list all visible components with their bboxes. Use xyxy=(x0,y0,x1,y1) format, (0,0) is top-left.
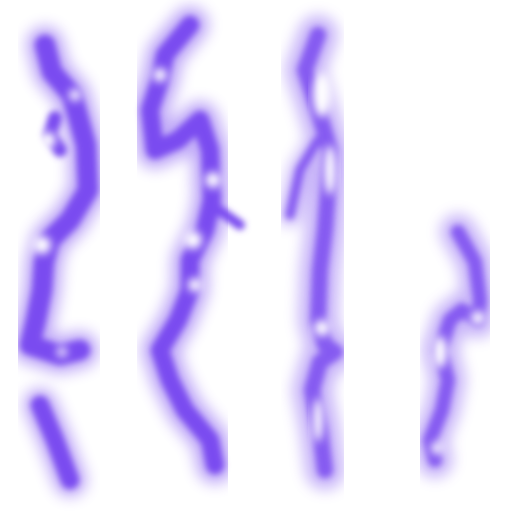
stroke-4-highlights xyxy=(431,311,485,454)
stroke-2-highlights xyxy=(153,68,221,292)
stroke-4 xyxy=(412,214,498,478)
stroke-2 xyxy=(131,6,245,484)
stroke-3 xyxy=(279,15,355,490)
stroke-1 xyxy=(11,26,107,497)
stroke-1-highlights xyxy=(33,89,81,357)
stroke-3-highlights xyxy=(313,73,336,442)
